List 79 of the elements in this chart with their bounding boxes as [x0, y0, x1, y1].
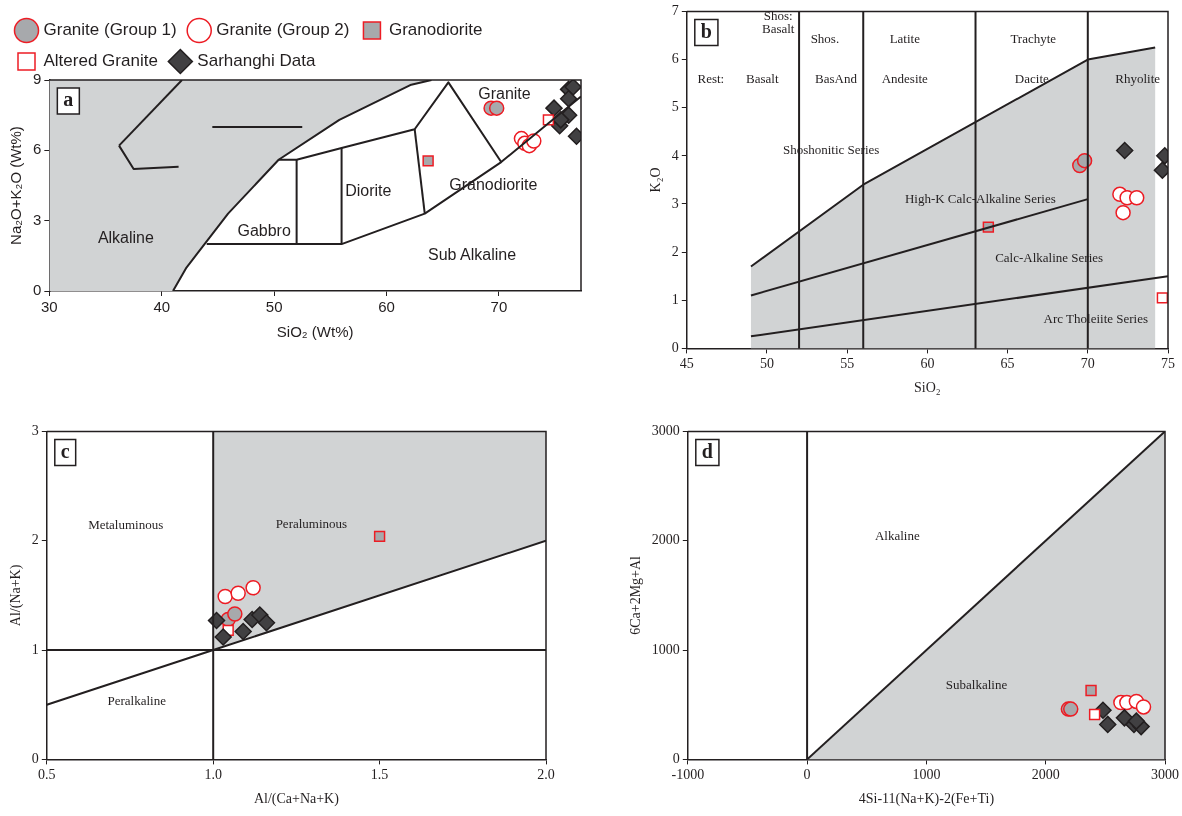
- x-axis-title: SiO₂: [914, 380, 941, 396]
- annotation: Dacite: [1014, 71, 1050, 87]
- y-tick-label: 6: [671, 51, 679, 67]
- x-tick-label: 70: [1080, 356, 1095, 372]
- x-tick-label: 45: [679, 356, 694, 372]
- y-tick-label: 1000: [651, 641, 680, 657]
- x-tick-label: 0.5: [38, 767, 56, 783]
- annotation: Peraluminous: [275, 515, 348, 531]
- annotation: Granite: [478, 85, 531, 103]
- x-axis-title: 4Si-11(Na+K)-2(Fe+Ti): [858, 791, 995, 808]
- legend-label: Sarhanghi Data: [197, 51, 317, 71]
- x-tick-label: 50: [760, 356, 774, 372]
- x-tick-label: 0: [803, 767, 811, 783]
- y-tick-label: 1: [671, 291, 679, 307]
- x-tick-label: 40: [153, 298, 171, 316]
- x-tick-label: 2000: [1031, 767, 1060, 783]
- chart-title: d: [701, 439, 713, 462]
- x-tick-label: 1000: [912, 767, 941, 783]
- annotation: Shos:: [763, 7, 793, 23]
- y-axis-title: Na₂O+K₂O (Wt%): [7, 126, 25, 245]
- y-tick-label: 9: [33, 70, 42, 88]
- x-tick-label: 3000: [1151, 767, 1179, 783]
- x-tick-label: 60: [378, 298, 395, 316]
- annotation: Subalkaline: [945, 676, 1008, 692]
- x-tick-label: 60: [920, 356, 935, 372]
- legend-label: Altered Granite: [43, 51, 158, 71]
- x-axis-title: SiO₂ (Wt%): [276, 323, 354, 341]
- annotation: Trachyte: [1010, 31, 1057, 47]
- annotation: Alkaline: [874, 527, 920, 543]
- annotation: Sub Alkaline: [427, 245, 517, 263]
- x-tick-label: 1.0: [204, 767, 222, 783]
- annotation: Shos.: [810, 31, 840, 47]
- annotation: Latite: [889, 31, 921, 47]
- y-tick-label: 3: [33, 210, 42, 228]
- y-tick-label: 5: [671, 99, 679, 115]
- y-tick-label: 2: [31, 532, 39, 548]
- y-tick-label: 0: [33, 281, 42, 299]
- y-tick-label: 3: [671, 195, 679, 211]
- y-tick-label: 7: [671, 3, 679, 19]
- annotation: Andesite: [881, 71, 929, 87]
- x-tick-label: -1000: [671, 767, 705, 783]
- annotation: Rhyolite: [1115, 71, 1161, 87]
- legend-label: Granodiorite: [388, 20, 483, 40]
- annotation: Basalt: [761, 21, 795, 37]
- annotation: Alkaline: [97, 228, 155, 246]
- y-tick-label: 2: [671, 243, 679, 259]
- text: a: [63, 88, 74, 111]
- annotation: Metaluminous: [88, 516, 164, 532]
- annotation: Diorite: [345, 182, 392, 200]
- chart-title: b: [700, 19, 712, 42]
- y-tick-label: 0: [671, 340, 679, 356]
- x-tick-label: 1.5: [370, 767, 389, 783]
- annotation: Rest:: [697, 71, 725, 87]
- x-tick-label: 50: [265, 298, 283, 316]
- y-tick-label: 0: [31, 751, 39, 767]
- x-tick-label: 30: [41, 298, 58, 316]
- chart-title: c: [60, 439, 70, 462]
- x-axis-title: Al/(Ca+Na+K): [253, 791, 340, 808]
- y-tick-label: 3: [31, 423, 39, 439]
- x-tick-label: 2.0: [537, 767, 555, 783]
- y-tick-label: 6: [33, 140, 42, 158]
- x-tick-label: 65: [1000, 356, 1015, 372]
- annotation: Gabbro: [237, 222, 291, 240]
- y-axis-title: K₂O: [648, 167, 664, 193]
- y-axis-title: Al/(Na+K): [8, 564, 25, 627]
- y-tick-label: 2000: [651, 532, 680, 548]
- y-tick-label: 0: [672, 751, 680, 767]
- legend-label: Granite (Group 2): [216, 20, 350, 40]
- y-tick-label: 3000: [651, 423, 680, 439]
- x-tick-label: 55: [840, 356, 855, 372]
- annotation: BasAnd: [815, 71, 858, 87]
- annotation: Basalt: [746, 71, 779, 87]
- annotation: Peralkaline: [107, 692, 167, 708]
- y-tick-label: 1: [31, 641, 39, 657]
- x-tick-label: 70: [490, 298, 508, 316]
- y-tick-label: 4: [671, 147, 679, 163]
- x-tick-label: 75: [1161, 356, 1175, 372]
- y-axis-title: 6Ca+2Mg+Al: [628, 555, 644, 635]
- legend-label: Granite (Group 1): [43, 20, 177, 40]
